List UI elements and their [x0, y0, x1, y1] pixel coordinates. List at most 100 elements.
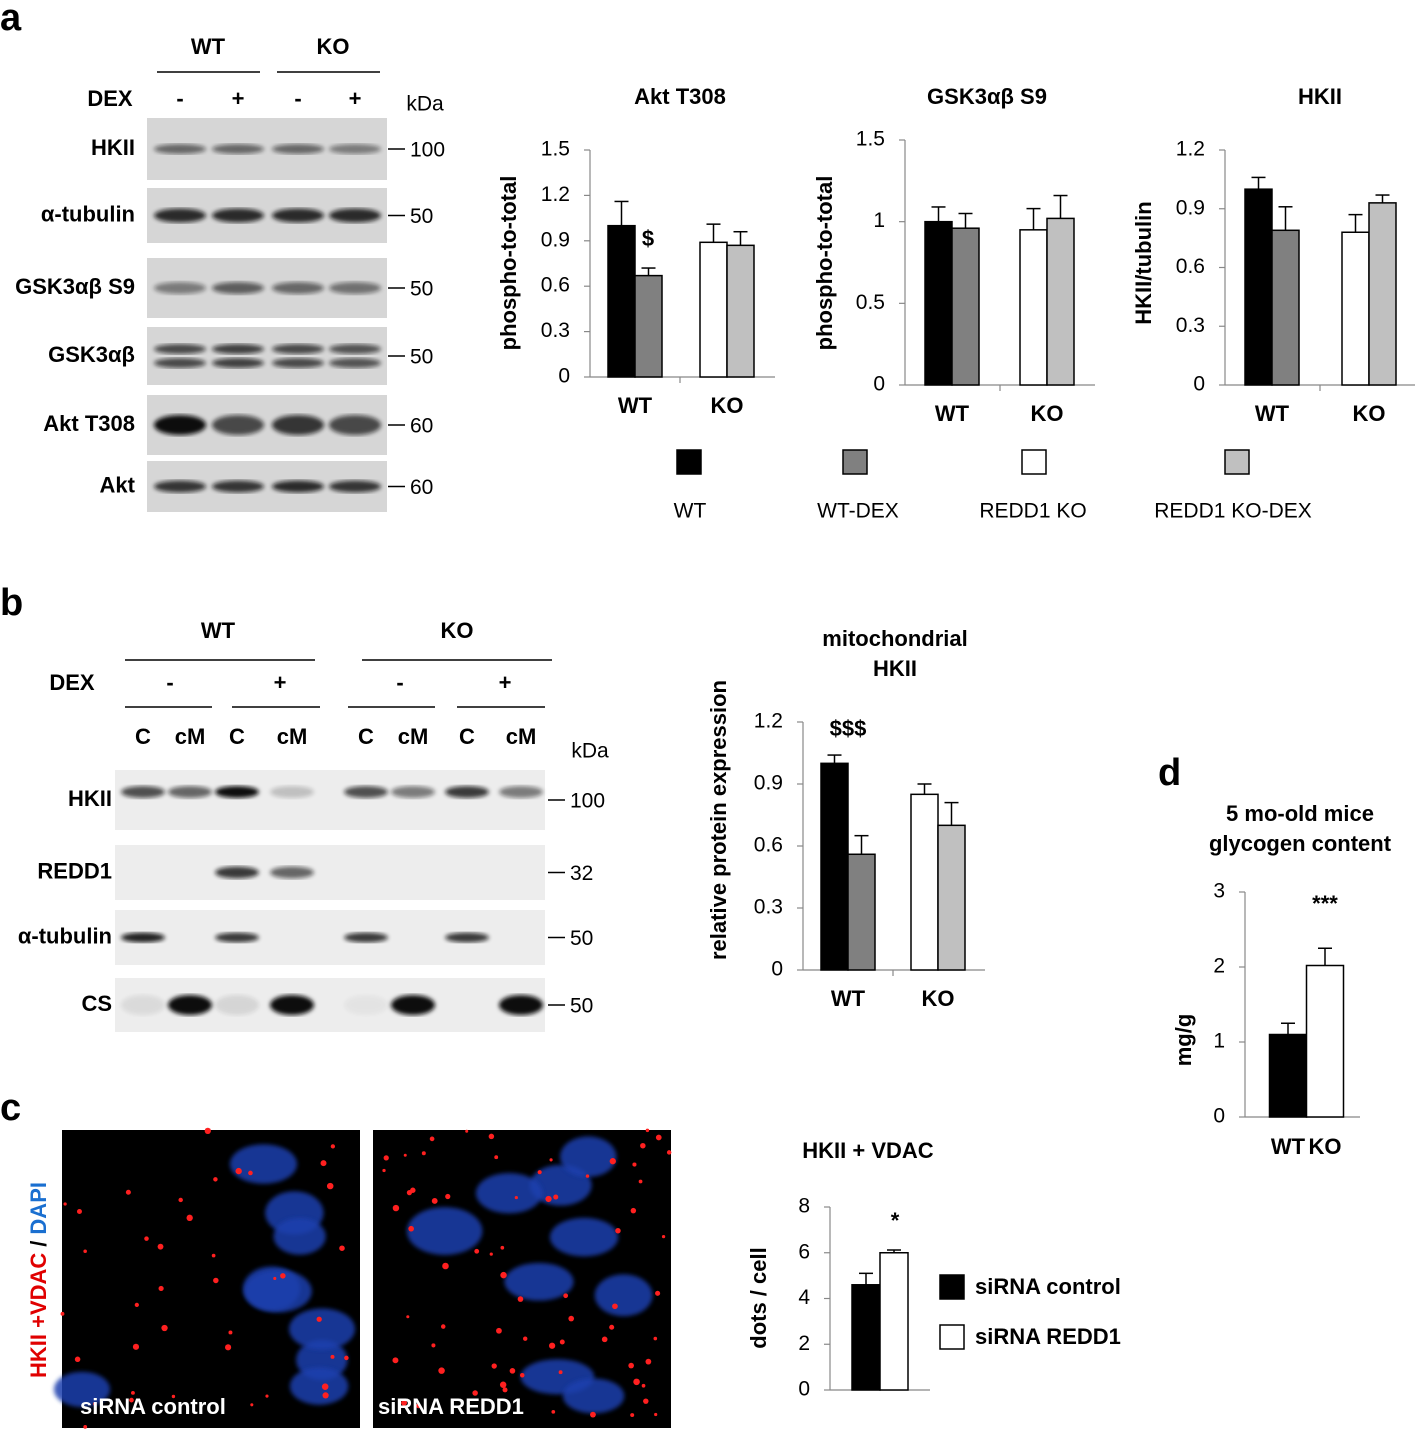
label: 8 [798, 1195, 810, 1218]
label: 5 mo-old mice [1226, 801, 1374, 826]
label: 60 [410, 476, 433, 499]
blot-band [329, 415, 381, 435]
blot-band [329, 358, 381, 368]
error-bar [887, 1249, 901, 1253]
dot [553, 1194, 559, 1200]
blot-band [272, 415, 324, 435]
legend-swatch [939, 1324, 965, 1350]
label: 1.2 [541, 183, 570, 206]
dot [322, 1392, 329, 1399]
dot [204, 1127, 211, 1135]
label: mg/g [1171, 1014, 1196, 1067]
label: siRNA REDD1 [378, 1394, 524, 1419]
dot [537, 1170, 542, 1175]
nucleus [594, 1274, 653, 1317]
dot [131, 1390, 135, 1395]
label: siRNA control [975, 1274, 1121, 1299]
dot [211, 1253, 216, 1258]
label: α-tubulin [41, 201, 135, 226]
label: c [0, 1087, 21, 1129]
label: REDD1 KO-DEX [1154, 500, 1312, 523]
bar [634, 274, 663, 378]
error-bar [1026, 207, 1041, 230]
stain-label: HKII +VDAC / DAPI [26, 1182, 51, 1378]
blot-band [499, 995, 543, 1015]
dot [548, 1342, 556, 1349]
dot [248, 1170, 253, 1176]
bar [851, 1284, 881, 1391]
dot [500, 1271, 507, 1279]
bar [1368, 202, 1397, 386]
label: + [274, 670, 287, 695]
dot [655, 1290, 661, 1296]
dot [640, 1142, 646, 1149]
blot-band [344, 786, 388, 798]
dot [83, 1424, 88, 1429]
label: 0 [1213, 1105, 1225, 1128]
dot [655, 1134, 662, 1141]
blot-band [215, 786, 259, 798]
dot [523, 1336, 528, 1341]
bar [1341, 231, 1370, 386]
blot-band [272, 282, 324, 294]
label: a [0, 0, 22, 39]
blot-band [154, 144, 206, 154]
blot-band [212, 208, 264, 223]
label: GSK3αβ S9 [927, 84, 1047, 109]
dot [499, 1381, 507, 1389]
error-bar [706, 223, 721, 243]
label: C [135, 724, 151, 749]
nucleus [289, 1308, 356, 1350]
label: + [349, 86, 362, 111]
nucleus [504, 1262, 574, 1301]
label: HKII [1298, 84, 1342, 109]
dot [491, 1363, 497, 1369]
label: 0.9 [754, 772, 783, 795]
dot [654, 1412, 658, 1417]
label: phospho-to-total [496, 176, 521, 351]
label: GSK3αβ [48, 342, 135, 367]
dot [661, 1234, 666, 1239]
label: CS [81, 991, 112, 1016]
bar [879, 1252, 909, 1391]
dot [465, 1129, 469, 1133]
dot [472, 1390, 478, 1396]
blot-band [215, 866, 259, 879]
blot-band [154, 358, 206, 368]
label: b [0, 582, 23, 624]
label: relative protein expression [706, 680, 731, 960]
label: KO [1309, 1134, 1342, 1159]
label: Akt T308 [634, 84, 726, 109]
error-bar [1251, 176, 1266, 190]
dot [630, 1207, 637, 1214]
label: WT [831, 986, 866, 1011]
dot [344, 1355, 349, 1361]
dot [76, 1208, 82, 1215]
error-bar [827, 754, 842, 764]
error-bar [1281, 1022, 1295, 1035]
label: 50 [410, 278, 433, 301]
dot [74, 1356, 81, 1363]
blot-band [121, 932, 165, 943]
dot [161, 1324, 168, 1332]
dot [125, 1189, 131, 1195]
blot-band [212, 480, 264, 493]
blot-band [344, 995, 388, 1015]
bar [726, 244, 755, 378]
label: α-tubulin [18, 923, 112, 948]
dot [250, 1403, 254, 1407]
label: siRNA control [80, 1394, 226, 1419]
dot [601, 1336, 608, 1343]
dot [551, 1409, 556, 1414]
label: 3 [1213, 880, 1225, 903]
dot [421, 1151, 426, 1156]
dot [638, 1179, 643, 1184]
error-bar [1278, 206, 1293, 231]
dot [178, 1197, 183, 1203]
label: cM [398, 724, 429, 749]
dot [632, 1162, 637, 1167]
stain-part: / [26, 1241, 51, 1247]
dot [132, 1343, 140, 1350]
label: 1.5 [541, 138, 570, 161]
label: WT [191, 34, 226, 59]
